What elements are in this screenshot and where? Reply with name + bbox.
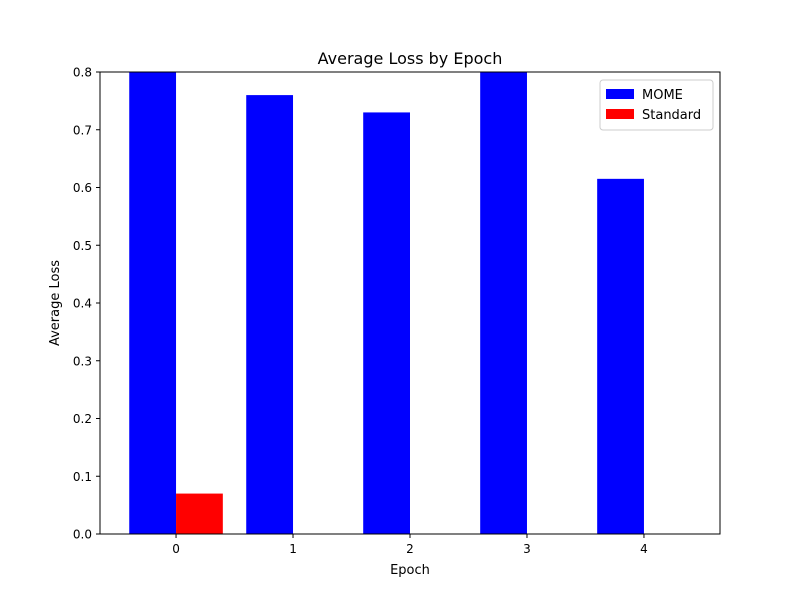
x-tick-label: 0	[172, 542, 180, 556]
legend-swatch-standard	[606, 109, 634, 119]
bar-mome-2	[363, 112, 410, 535]
y-tick-label: 0.5	[73, 239, 92, 253]
y-axis: 0.0 0.1 0.2 0.3 0.4 0.5 0.6 0.7 0.8	[73, 66, 100, 542]
y-tick-label: 0.6	[73, 181, 92, 195]
x-tick-label: 4	[640, 542, 648, 556]
bar-mome-0	[129, 72, 177, 534]
legend-label-mome: MOME	[642, 88, 683, 103]
legend-label-standard: Standard	[642, 108, 701, 123]
y-tick-label: 0.1	[73, 470, 92, 484]
chart-title: Average Loss by Epoch	[318, 49, 503, 68]
bar-mome-3	[480, 72, 527, 534]
bar-standard-0	[176, 493, 223, 534]
y-tick-label: 0.7	[73, 123, 92, 137]
y-tick-label: 0.8	[73, 66, 92, 80]
y-tick-label: 0.4	[73, 297, 92, 311]
legend-swatch-mome	[606, 89, 634, 99]
x-tick-label: 2	[406, 542, 414, 556]
x-axis-label: Epoch	[390, 563, 430, 578]
bars-layer	[129, 72, 644, 535]
legend: MOME Standard	[599, 79, 714, 131]
bar-mome-4	[597, 178, 644, 534]
y-tick-label: 0.0	[73, 528, 92, 542]
y-axis-label: Average Loss	[48, 260, 63, 346]
bar-mome-1	[246, 95, 294, 534]
y-tick-label: 0.2	[73, 412, 92, 426]
x-axis: 0 1 2 3 4	[172, 534, 648, 556]
x-tick-label: 1	[289, 542, 297, 556]
x-tick-label: 3	[523, 542, 531, 556]
y-tick-label: 0.3	[73, 354, 92, 368]
